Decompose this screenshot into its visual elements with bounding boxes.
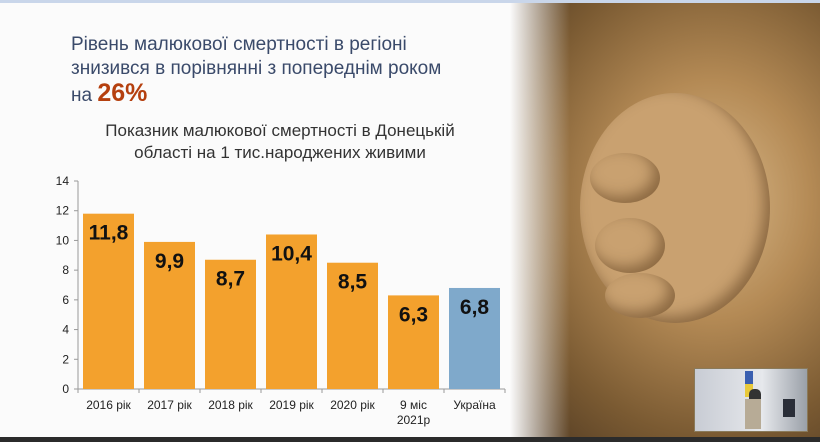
x-tick-label: 2018 рік: [208, 398, 253, 412]
data-label: 6,3: [399, 303, 428, 326]
data-label: 10,4: [271, 242, 312, 265]
data-label: 6,8: [460, 296, 490, 319]
bar: [388, 295, 439, 389]
data-label: 11,8: [89, 222, 129, 245]
baby-hand-photo: [510, 3, 820, 437]
bar: [144, 241, 195, 389]
data-label: 8,5: [338, 271, 368, 294]
bar: [205, 259, 256, 389]
bar-chart: 0 2 4 6 8 10 12 14 11,8 2016 рік 9,9 2017 рік 8,7 201…: [56, 174, 506, 427]
data-label: 8,7: [216, 268, 245, 291]
chart-title-line-1: Показник малюкової смертності в Донецькі…: [105, 121, 455, 140]
chart-title-line-2: області на 1 тис.народжених живими: [134, 143, 426, 162]
y-tick-label: 0: [62, 382, 69, 396]
x-tick-label: Україна: [453, 398, 496, 412]
headline-line-1: Рівень малюкової смертності в регіоні: [71, 34, 407, 55]
x-tick-label: 2016 рік: [86, 398, 131, 412]
y-tick-label: 8: [62, 263, 69, 277]
chart-title: Показник малюкової смертності в Донецькі…: [80, 120, 480, 164]
data-label: 9,9: [155, 250, 184, 273]
y-tick-label: 6: [62, 293, 69, 307]
y-tick-label: 10: [56, 233, 70, 247]
bar: [266, 234, 317, 389]
bar: [83, 213, 134, 389]
x-tick-label: 2020 рік: [330, 398, 375, 412]
y-tick-label: 4: [62, 323, 69, 337]
y-tick-label: 14: [56, 174, 70, 188]
bar: [449, 287, 500, 389]
headline-line-2: знизився в порівнянні з попереднім роком: [71, 58, 442, 79]
bar: [327, 262, 378, 389]
x-tick-label: 9 міс 2021р: [397, 398, 431, 427]
headline-prefix: на: [71, 85, 93, 106]
y-tick-label: 12: [56, 204, 70, 218]
x-tick-label: 2019 рік: [269, 398, 314, 412]
video-thumbnail[interactable]: [694, 368, 808, 432]
headline: Рівень малюкової смертності в регіоні зн…: [71, 33, 441, 108]
headline-percent: 26%: [97, 79, 148, 107]
y-tick-label: 2: [62, 352, 69, 366]
x-tick-label: 2017 рік: [147, 398, 192, 412]
